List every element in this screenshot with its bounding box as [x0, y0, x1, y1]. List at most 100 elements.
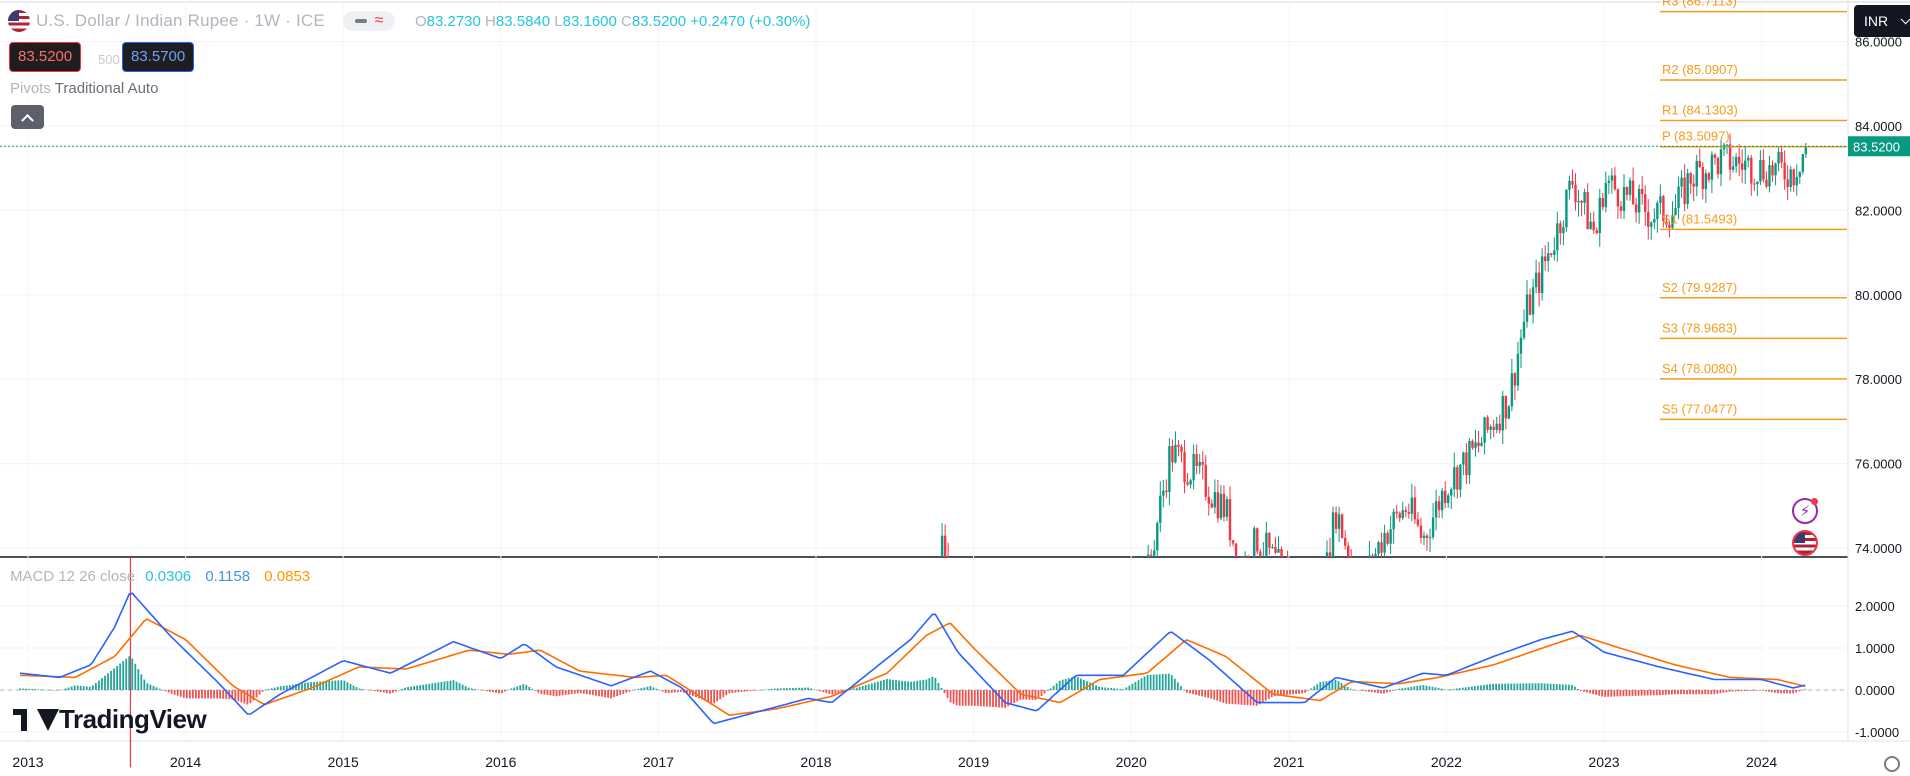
candle-body	[1728, 144, 1732, 170]
candle-body	[1374, 553, 1377, 557]
candle-body	[1246, 557, 1250, 558]
candle-body	[1447, 495, 1450, 504]
candle-body	[1343, 537, 1347, 546]
approx-icon: ≈	[374, 12, 384, 29]
candle-body	[1716, 157, 1720, 175]
time-tick-label: 2018	[800, 754, 831, 770]
price-tick-label: 76.0000	[1855, 457, 1902, 472]
macd-histogram-bar	[1670, 690, 1673, 695]
macd-histogram-bar	[446, 681, 449, 690]
macd-histogram-bar	[143, 679, 146, 690]
macd-histogram-bar	[76, 685, 79, 690]
macd-signal-value: 0.0853	[264, 568, 311, 585]
macd-histogram-bar	[1192, 690, 1194, 695]
chevron-down-icon	[1900, 13, 1910, 24]
us-economic-event-icon[interactable]	[1792, 530, 1818, 556]
macd-histogram-bar	[1604, 690, 1607, 697]
macd-histogram-bar	[776, 688, 779, 690]
candle-body	[1553, 250, 1556, 255]
collapse-legend-button[interactable]	[11, 105, 44, 129]
macd-histogram-bar	[1540, 683, 1543, 690]
candle-body	[1331, 512, 1335, 557]
macd-histogram-bar	[731, 690, 734, 693]
indicator-toggle[interactable]: ≈	[342, 11, 395, 31]
macd-histogram-bar	[725, 690, 728, 696]
macd-histogram-bar	[416, 685, 419, 690]
macd-histogram-bar	[898, 680, 900, 690]
buy-price-button[interactable]: 83.5700	[122, 42, 195, 72]
macd-histogram-bar	[679, 690, 682, 693]
pivot-level-label: R3 (86.7113)	[1662, 0, 1737, 9]
candle-body	[1392, 511, 1395, 530]
candle-body	[1719, 149, 1723, 175]
macd-histogram-bar	[879, 680, 882, 690]
sell-price-button[interactable]: 83.5200	[9, 42, 82, 72]
macd-histogram-bar	[513, 687, 516, 690]
macd-histogram-bar	[864, 685, 867, 690]
macd-histogram-bar	[1531, 683, 1534, 690]
macd-histogram-bar	[1367, 690, 1370, 692]
macd-histogram-bar	[1316, 684, 1319, 690]
macd-histogram-bar	[128, 656, 131, 690]
macd-histogram-bar	[492, 690, 494, 693]
candle-body	[1519, 337, 1523, 354]
candle-body	[1516, 353, 1520, 386]
candle-body	[1610, 175, 1614, 181]
pivot-level-label: S1 (81.5493)	[1662, 211, 1737, 226]
macd-histogram-bar	[919, 680, 922, 690]
macd-histogram-bar	[346, 682, 349, 690]
macd-histogram-bar	[1664, 690, 1667, 695]
macd-histogram-bar	[886, 678, 888, 690]
candle-body	[1243, 557, 1247, 558]
macd-histogram-bar	[840, 690, 843, 692]
macd-histogram-bar	[816, 690, 819, 691]
macd-histogram-bar	[782, 688, 785, 690]
macd-histogram-bar	[164, 690, 167, 692]
macd-histogram-bar	[373, 690, 376, 692]
macd-histogram-bar	[1173, 678, 1176, 690]
candle-body	[1195, 454, 1198, 466]
macd-histogram-bar	[895, 680, 897, 690]
macd-histogram-bar	[1777, 690, 1779, 694]
macd-legend[interactable]: MACD 12 26 close 0.0306 0.1158 0.0853	[10, 568, 310, 585]
macd-histogram-bar	[1292, 690, 1294, 695]
macd-histogram-bar	[1061, 679, 1064, 690]
candle-body	[1741, 163, 1744, 170]
macd-histogram-bar	[1501, 683, 1504, 690]
macd-histogram-bar	[1219, 690, 1222, 702]
macd-histogram-bar	[104, 675, 106, 690]
macd-histogram-bar	[1652, 690, 1655, 696]
candle-body	[1174, 444, 1177, 463]
macd-histogram-bar	[1686, 690, 1688, 695]
tradingview-logo[interactable]: TradingView	[13, 704, 207, 735]
macd-histogram-bar	[889, 679, 891, 690]
macd-histogram-bar	[740, 690, 743, 692]
macd-histogram-bar	[1640, 690, 1643, 696]
macd-histogram-bar	[1725, 690, 1728, 693]
macd-histogram-bar	[1370, 690, 1373, 693]
symbol-title[interactable]: U.S. Dollar / Indian Rupee · 1W · ICE	[36, 11, 325, 30]
macd-histogram-bar	[310, 682, 312, 690]
macd-histogram-bar	[1610, 690, 1613, 697]
macd-histogram-bar	[1422, 685, 1425, 690]
macd-histogram-bar	[1352, 689, 1355, 691]
macd-histogram-bar	[1098, 686, 1100, 690]
macd-histogram-bar	[1707, 690, 1710, 695]
candle-body	[1544, 256, 1547, 262]
macd-histogram-bar	[1383, 690, 1385, 694]
macd-histogram-bar	[88, 686, 91, 690]
brand-name: TradingView	[59, 704, 207, 734]
pivots-legend[interactable]: Pivots Traditional Auto	[10, 80, 158, 97]
candle-body	[1177, 444, 1180, 447]
pivots-name: Pivots	[10, 80, 51, 97]
currency-selector[interactable]: INR	[1854, 5, 1910, 37]
settings-gear-icon[interactable]	[1884, 756, 1900, 772]
macd-histogram-bar	[364, 689, 367, 691]
macd-histogram-bar	[661, 690, 664, 692]
macd-histogram-bar	[1210, 690, 1213, 699]
spread-value: 500	[98, 52, 120, 67]
candle-body	[1568, 180, 1571, 190]
macd-histogram-bar	[1798, 690, 1801, 692]
events-lightning-icon[interactable]: ⚡	[1792, 498, 1818, 524]
